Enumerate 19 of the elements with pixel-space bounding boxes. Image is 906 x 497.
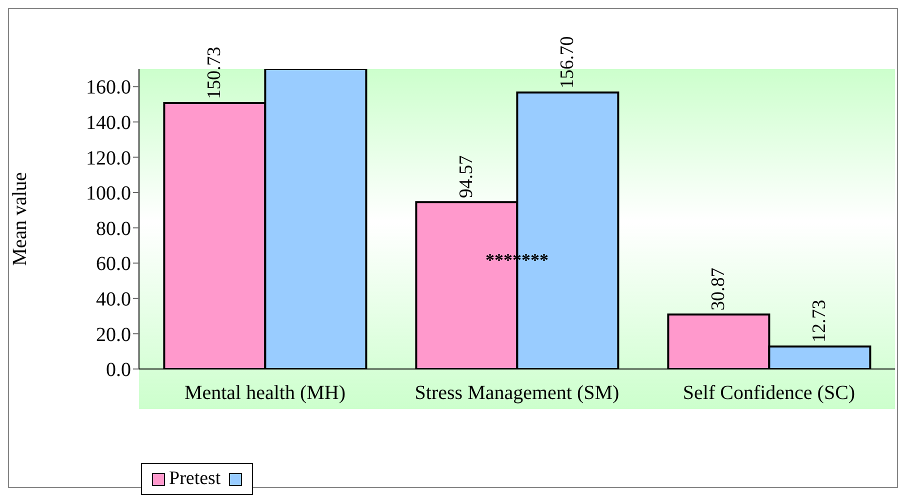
y-tick-label: 80.0 xyxy=(96,218,131,240)
y-tick-label: 0.0 xyxy=(106,359,131,382)
y-tick-label: 40.0 xyxy=(96,288,131,311)
data-label: 94.57 xyxy=(456,155,478,198)
y-tick-label: 120.0 xyxy=(86,147,131,170)
data-label: 12.73 xyxy=(809,300,830,343)
x-tick-label: Stress Management (SM) xyxy=(414,382,620,404)
data-label: 150.73 xyxy=(204,46,226,100)
y-tick-label: 100.0 xyxy=(86,182,131,205)
data-label: 30.87 xyxy=(708,268,730,311)
legend-label: Pretest xyxy=(169,468,221,490)
y-tick-label: 140.0 xyxy=(86,112,131,134)
y-tick-label: 60.0 xyxy=(96,253,131,276)
y-axis-title: Mean value xyxy=(9,172,32,266)
data-label: 156.70 xyxy=(557,36,578,88)
y-tick-label: 20.0 xyxy=(96,324,131,346)
y-tick-label: 160.0 xyxy=(86,76,131,99)
x-tick-label: Mental health (MH) xyxy=(184,382,346,404)
x-tick-label: Self Confidence (SC) xyxy=(682,382,856,404)
